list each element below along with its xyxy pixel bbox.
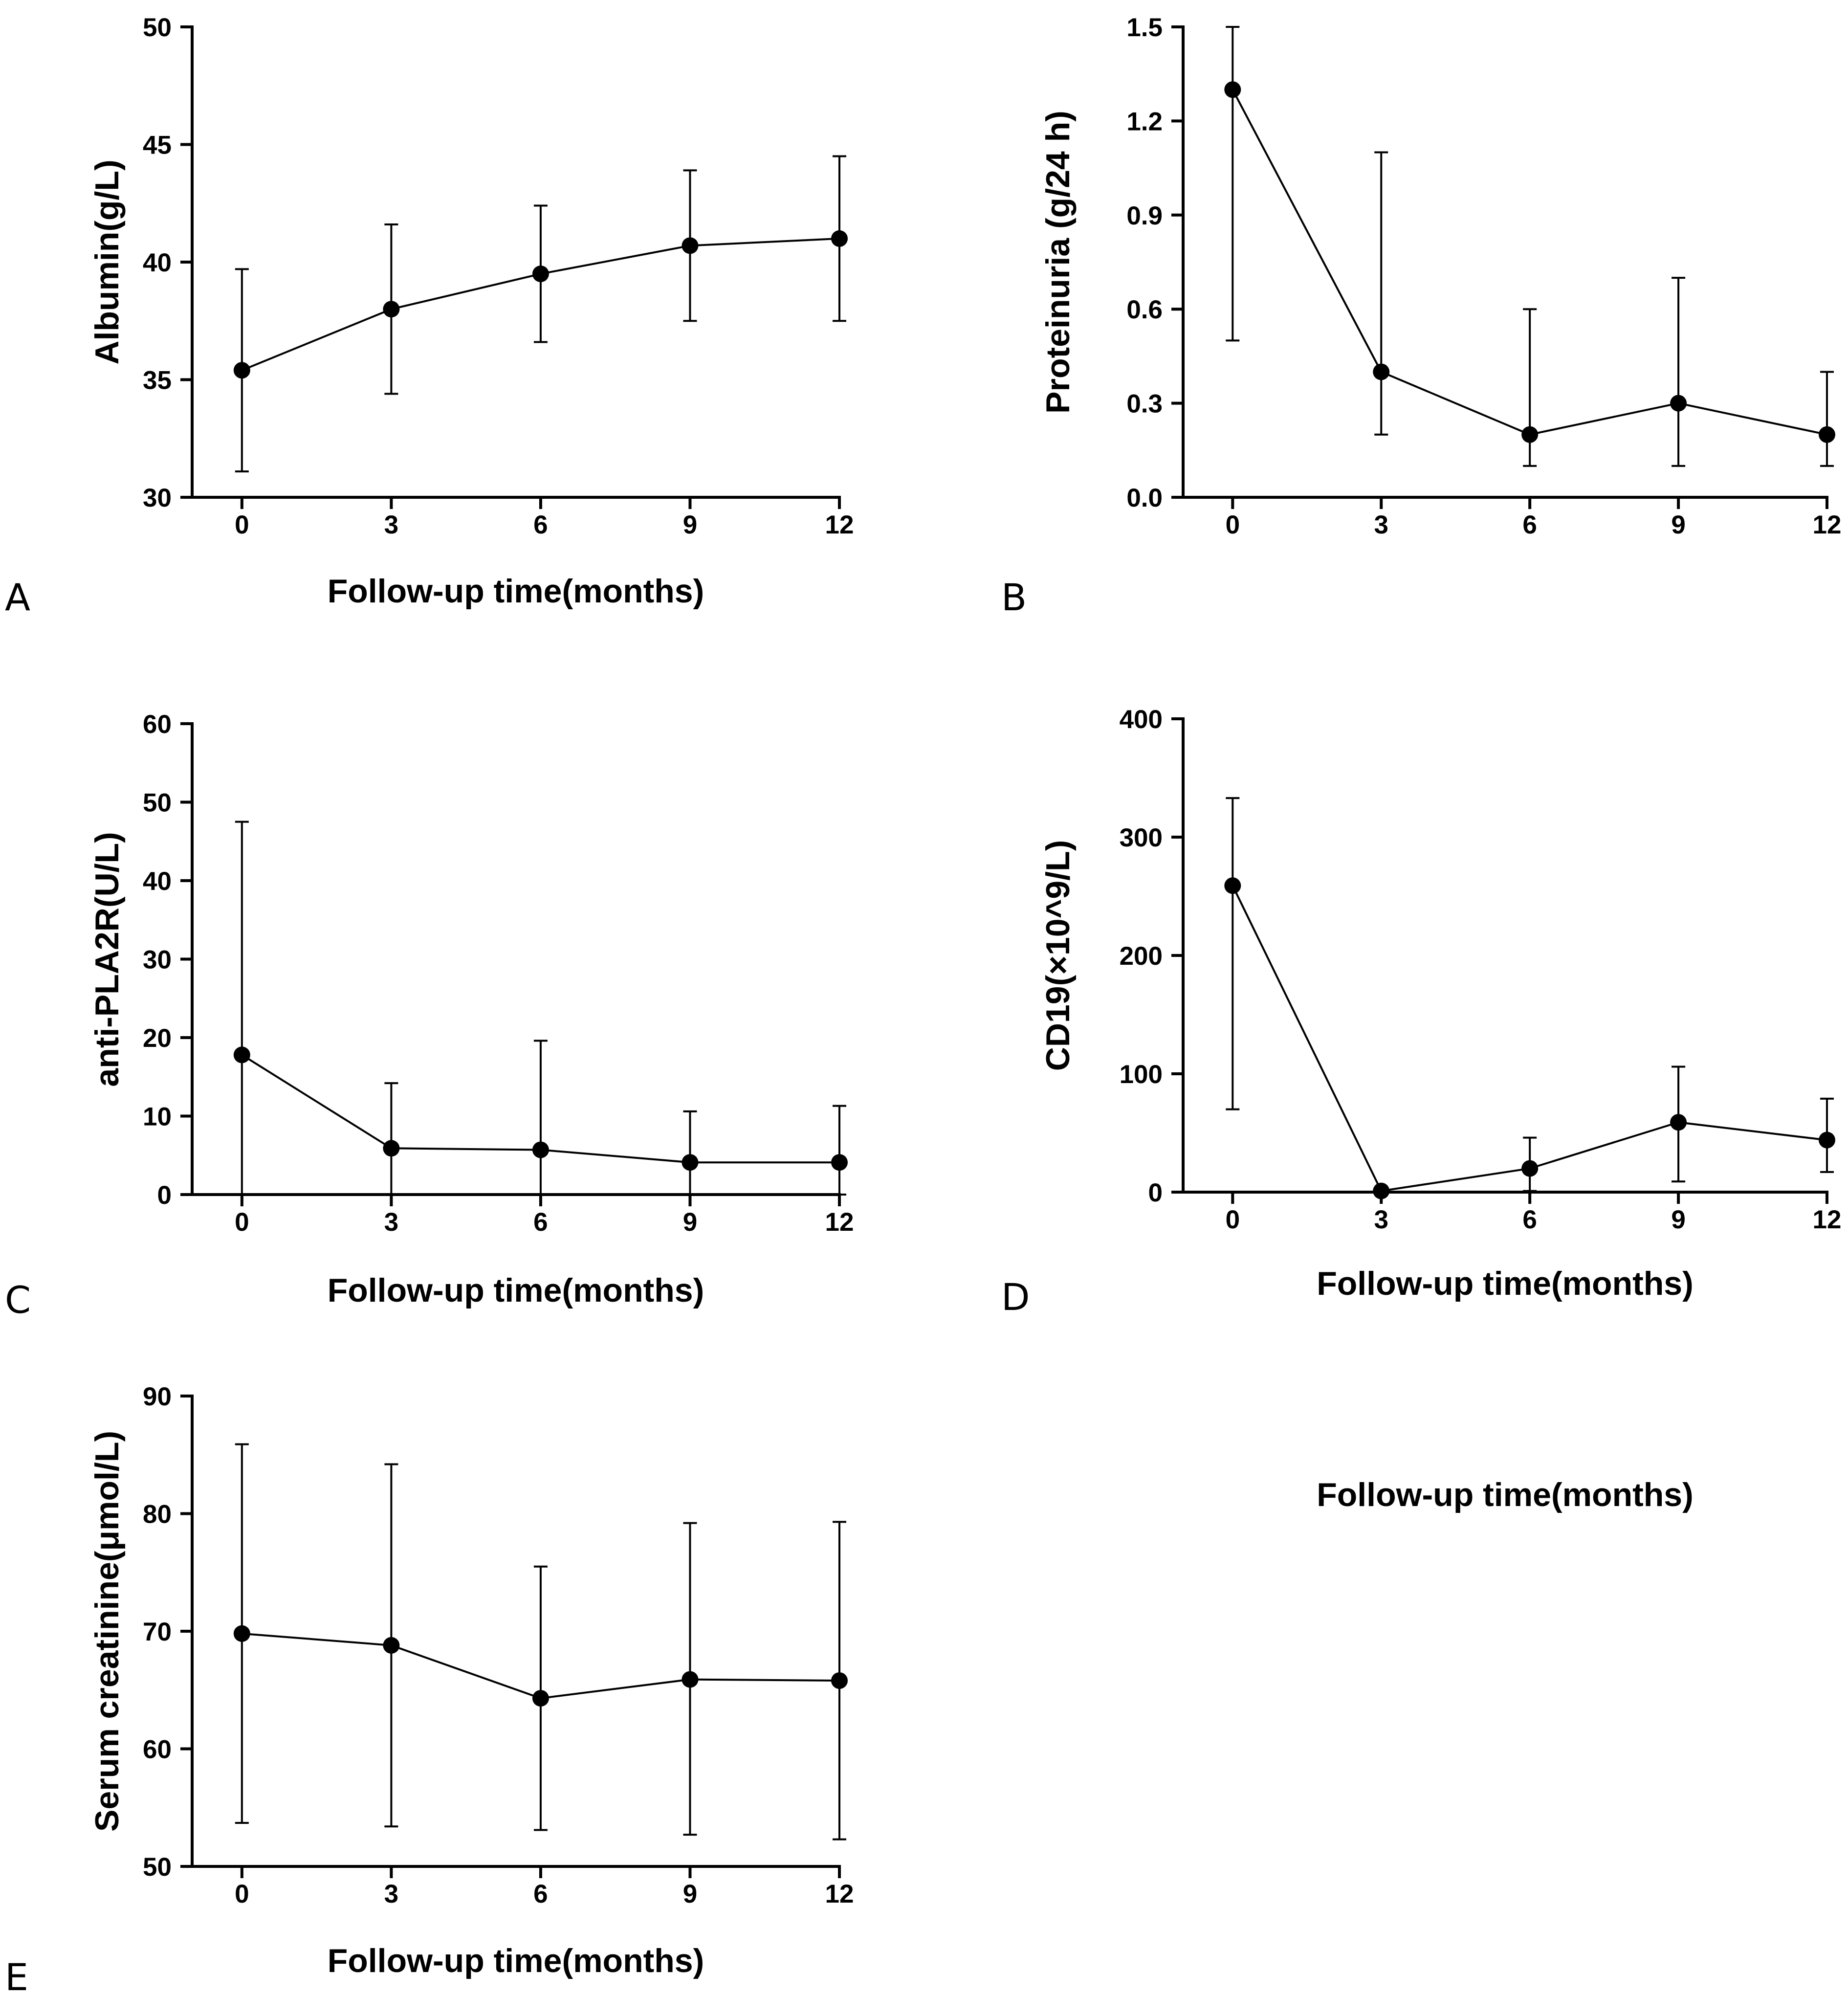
panel-c-x-axis-title: Follow-up time(months) [328, 1272, 704, 1309]
panel-a-y-tick-label: 50 [143, 13, 172, 42]
panel-b-x-tick-label: 12 [1813, 510, 1842, 539]
panel-d-y-tick-label: 400 [1120, 705, 1163, 734]
panel-b-y-tick-label: 0.9 [1126, 201, 1163, 230]
panel-b-letter: B [1001, 576, 1027, 619]
panel-d-data-point [1224, 877, 1241, 894]
panel-b-x-tick-label: 3 [1374, 510, 1388, 539]
panel-b: 0.0 0.3 0.6 0.9 1.2 1.5 0 3 6 9 12 Follow-up time(m… [1001, 13, 1841, 1513]
panel-b-x-axis-title: Follow-up time(months) [1317, 1476, 1694, 1513]
panel-c-y-tick-label: 50 [143, 789, 172, 818]
panel-e-letter: E [5, 1955, 28, 1996]
panel-a-y-tick-label: 40 [143, 248, 172, 277]
panel-d-data-point [1521, 1160, 1539, 1177]
panel-a-x-tick-label: 6 [533, 510, 548, 539]
panel-b-y-tick-label: 0.0 [1126, 484, 1163, 512]
panel-e-x-tick-label: 3 [384, 1880, 398, 1908]
panel-c-data-point [383, 1140, 400, 1157]
panel-a-y-tick-label: 30 [143, 484, 172, 512]
panel-c-x-tick-label: 0 [235, 1208, 249, 1237]
panel-c-y-tick-label: 60 [143, 710, 172, 739]
panel-d-data-point [1819, 1131, 1835, 1149]
panel-a-x-tick-label: 9 [683, 510, 697, 539]
panel-c-y-tick-label: 40 [143, 867, 172, 896]
panel-d-y-axis-title: CD19(×10^9/L) [1039, 840, 1077, 1071]
panel-e-y-tick-label: 90 [143, 1382, 172, 1411]
panel-d-y-tick-label: 200 [1120, 942, 1163, 971]
panel-a-data-point [383, 301, 400, 318]
panel-d-letter: D [1001, 1275, 1030, 1319]
panel-e: 50 60 70 80 90 0 3 6 9 12 Follow-up time(months) Se… [5, 1382, 854, 1996]
panel-a: 30 35 40 45 50 0 3 6 9 12 Follow-up time(months) Al… [5, 13, 854, 619]
panel-c-y-axis-title: anti-PLA2R(U/L) [88, 832, 126, 1087]
panel-c-y-tick-label: 0 [157, 1181, 172, 1210]
panel-a-x-tick-label: 12 [825, 510, 854, 539]
panel-c: 0 10 20 30 40 50 60 0 3 6 9 12 Follow-up time(months… [5, 710, 854, 1322]
panel-c-x-tick-label: 3 [384, 1208, 398, 1237]
panel-d-x-tick-label: 9 [1671, 1205, 1685, 1234]
panel-c-y-tick-label: 10 [143, 1103, 172, 1131]
panel-d: 0 100 200 300 400 0 3 6 9 12 Follow-up time(months… [1001, 705, 1841, 1319]
panel-c-x-tick-label: 9 [683, 1208, 697, 1237]
panel-a-x-tick-label: 0 [235, 510, 249, 539]
panel-a-y-tick-label: 35 [143, 366, 172, 395]
panel-a-x-axis-title: Follow-up time(months) [328, 573, 704, 610]
panel-b-data-point [1819, 426, 1835, 443]
panel-c-x-tick-label: 6 [533, 1208, 548, 1237]
panel-c-y-tick-label: 30 [143, 946, 172, 975]
panel-e-y-axis-title: Serum creatinine(μmol/L) [88, 1431, 126, 1832]
panel-a-data-point [233, 362, 250, 379]
panel-e-data-point [233, 1625, 250, 1642]
panel-d-data-point [1670, 1114, 1687, 1131]
panel-a-y-tick-label: 45 [143, 131, 172, 160]
panel-b-y-tick-label: 1.2 [1126, 107, 1163, 136]
panel-b-data-point [1373, 363, 1390, 380]
panel-d-y-tick-label: 0 [1148, 1178, 1163, 1207]
panel-b-x-tick-label: 9 [1671, 510, 1685, 539]
panel-e-data-point [383, 1637, 400, 1654]
panel-e-x-tick-label: 12 [825, 1880, 854, 1908]
panel-c-data-point [532, 1141, 549, 1158]
panel-d-y-tick-label: 300 [1120, 823, 1163, 852]
panel-a-x-tick-label: 3 [384, 510, 398, 539]
panel-e-x-tick-label: 0 [235, 1880, 249, 1908]
panel-e-data-point [831, 1672, 848, 1689]
panel-b-data-point [1224, 81, 1241, 98]
panel-c-letter: C [5, 1278, 31, 1322]
panel-e-x-tick-label: 6 [533, 1880, 548, 1908]
panel-e-x-axis-title: Follow-up time(months) [328, 1942, 704, 1979]
panel-e-x-tick-label: 9 [683, 1880, 697, 1908]
panel-c-data-point [233, 1046, 250, 1064]
panel-d-x-tick-label: 3 [1374, 1205, 1388, 1234]
panel-c-data-point [831, 1154, 848, 1171]
panel-b-y-tick-label: 0.6 [1126, 295, 1163, 324]
panel-b-y-tick-label: 1.5 [1126, 13, 1163, 42]
panel-c-data-point [682, 1154, 699, 1171]
panel-b-x-tick-label: 6 [1522, 510, 1537, 539]
panel-d-x-tick-label: 6 [1522, 1205, 1537, 1234]
panel-e-y-tick-label: 70 [143, 1618, 172, 1646]
panel-a-letter: A [5, 576, 30, 619]
panel-e-y-tick-label: 80 [143, 1500, 172, 1529]
panel-a-data-point [532, 266, 549, 283]
panel-b-y-axis-title: Proteinuria (g/24 h) [1039, 111, 1077, 414]
panel-b-data-point [1521, 426, 1539, 443]
panel-e-data-point [532, 1690, 549, 1707]
panel-e-y-tick-label: 60 [143, 1735, 172, 1764]
panel-a-data-point [831, 230, 848, 247]
panel-a-data-point [682, 237, 699, 254]
panel-a-y-axis-title: Albumin(g/L) [88, 159, 126, 364]
panel-d-data-point [1373, 1182, 1390, 1199]
panel-e-data-point [682, 1671, 699, 1688]
panel-d-y-tick-label: 100 [1120, 1060, 1163, 1089]
panel-d-x-tick-label: 0 [1226, 1205, 1240, 1234]
panel-b-y-tick-label: 0.3 [1126, 390, 1163, 419]
panel-d-x-axis-title: Follow-up time(months) [1317, 1265, 1694, 1302]
panel-c-y-tick-label: 20 [143, 1024, 172, 1053]
panel-b-data-point [1670, 395, 1687, 412]
panel-d-x-tick-label: 12 [1813, 1205, 1842, 1234]
panel-c-x-tick-label: 12 [825, 1208, 854, 1237]
panel-b-x-tick-label: 0 [1226, 510, 1240, 539]
panel-e-y-tick-label: 50 [143, 1853, 172, 1882]
